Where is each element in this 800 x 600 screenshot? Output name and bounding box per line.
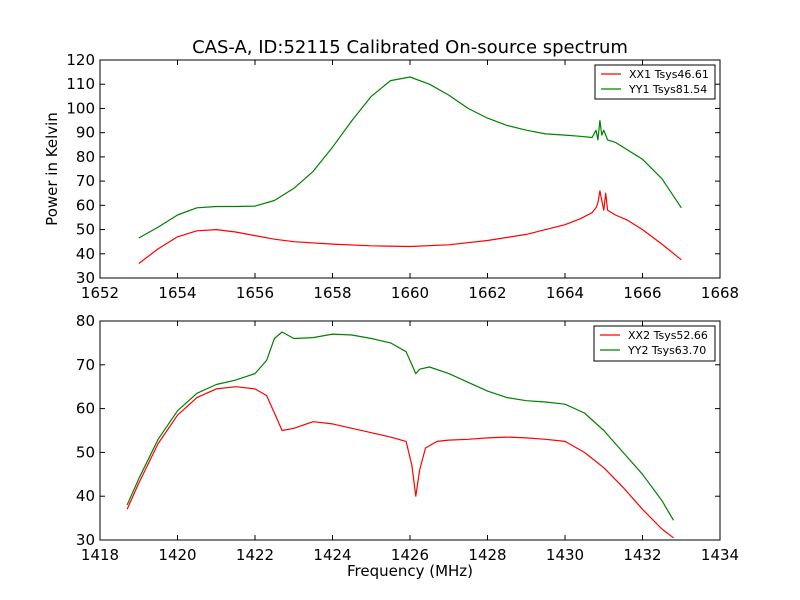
y-tick-label-0-5: 80 bbox=[76, 148, 95, 166]
figure-title: CAS-A, ID:52115 Calibrated On-source spe… bbox=[192, 37, 628, 58]
y-tick-label-1-0: 30 bbox=[76, 531, 95, 549]
x-tick-label-1-1: 1420 bbox=[158, 546, 196, 564]
y-tick-label-0-7: 100 bbox=[66, 99, 95, 117]
x-tick-label-0-8: 1668 bbox=[701, 284, 739, 302]
y-tick-label-0-4: 70 bbox=[76, 172, 95, 190]
legend-0: XX1 Tsys46.61 YY1 Tsys81.54 bbox=[594, 64, 716, 100]
legend-label-0-0: XX1 Tsys46.61 bbox=[629, 68, 709, 81]
x-tick-label-1-2: 1422 bbox=[236, 546, 274, 564]
x-axis-label: Frequency (MHz) bbox=[347, 562, 473, 580]
legend-label-1-1: YY2 Tsys63.70 bbox=[627, 344, 706, 357]
x-tick-label-0-5: 1662 bbox=[468, 284, 506, 302]
y-tick-label-1-3: 60 bbox=[76, 400, 95, 418]
bottom-spectrum-chart: 1418 1420 1422 1424 1426 1428 1430 1432 1434 30 40… bbox=[76, 312, 739, 564]
x-tick-label-1-6: 1430 bbox=[546, 546, 584, 564]
y-tick-label-1-4: 70 bbox=[76, 356, 95, 374]
y-tick-label-1-1: 40 bbox=[76, 487, 95, 505]
y-tick-label-0-1: 40 bbox=[76, 245, 95, 263]
y-tick-label-0-2: 50 bbox=[76, 221, 95, 239]
legend-box-0 bbox=[594, 64, 716, 100]
top-spectrum-chart: 1652 1654 1656 1658 1660 1662 1664 1666 1668 30 40… bbox=[66, 51, 739, 302]
legend-label-0-1: YY1 Tsys81.54 bbox=[628, 83, 707, 96]
x-tick-label-1-5: 1428 bbox=[468, 546, 506, 564]
x-tick-label-1-0: 1418 bbox=[81, 546, 119, 564]
y-tick-label-0-8: 110 bbox=[66, 75, 95, 93]
y-tick-label-1-5: 80 bbox=[76, 312, 95, 330]
legend-1: XX2 Tsys52.66 YY2 Tsys63.70 bbox=[593, 325, 716, 362]
x-tick-label-1-4: 1426 bbox=[391, 546, 429, 564]
y-tick-label-1-2: 50 bbox=[76, 443, 95, 461]
y-axis-label: Power in Kelvin bbox=[43, 112, 61, 226]
x-tick-label-1-3: 1424 bbox=[313, 546, 351, 564]
x-tick-label-0-0: 1652 bbox=[81, 284, 119, 302]
x-tick-label-0-7: 1666 bbox=[623, 284, 661, 302]
legend-box-1 bbox=[593, 325, 716, 362]
y-tick-label-0-0: 30 bbox=[76, 269, 95, 287]
x-tick-label-0-3: 1658 bbox=[313, 284, 351, 302]
x-tick-label-1-7: 1432 bbox=[623, 546, 661, 564]
y-tick-label-0-3: 60 bbox=[76, 196, 95, 214]
legend-label-1-0: XX2 Tsys52.66 bbox=[628, 329, 708, 342]
x-tick-label-0-4: 1660 bbox=[391, 284, 429, 302]
y-tick-label-0-9: 120 bbox=[66, 51, 95, 69]
x-tick-label-0-6: 1664 bbox=[546, 284, 584, 302]
series-line-0-1 bbox=[138, 76, 682, 239]
x-tick-label-1-8: 1434 bbox=[701, 546, 739, 564]
series-line-1-0 bbox=[126, 386, 674, 539]
y-tick-label-0-6: 90 bbox=[76, 124, 95, 142]
x-tick-label-0-1: 1654 bbox=[158, 284, 196, 302]
series-line-0-0 bbox=[138, 190, 682, 264]
x-tick-label-0-2: 1656 bbox=[236, 284, 274, 302]
series-line-1-1 bbox=[126, 331, 675, 521]
